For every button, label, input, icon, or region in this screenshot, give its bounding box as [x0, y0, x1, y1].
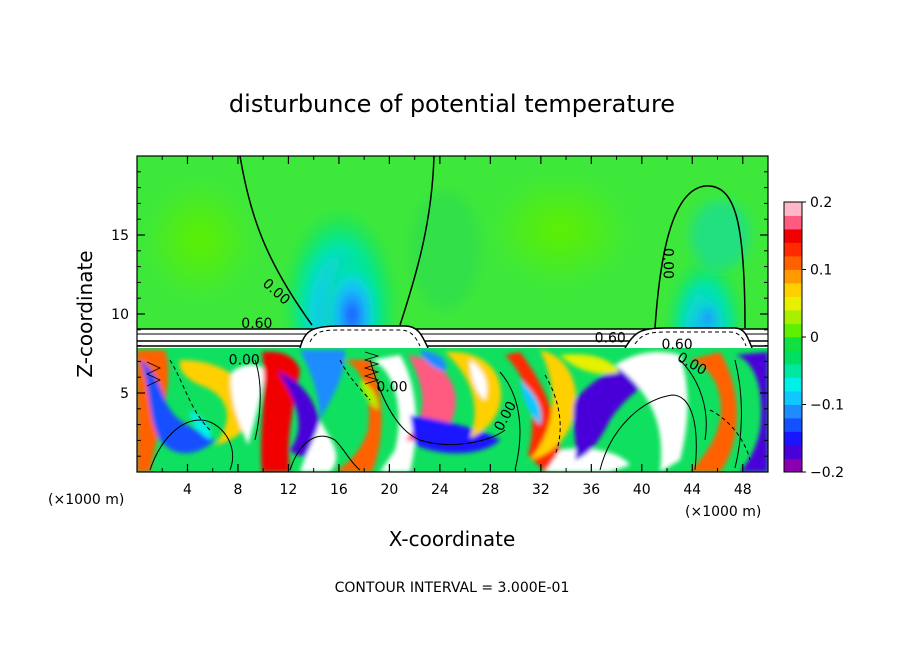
y-tick-label: 15: [111, 228, 129, 244]
contour-interval: CONTOUR INTERVAL = 3.000E-01: [335, 580, 570, 596]
colorbar-swatch: [784, 377, 802, 392]
x-tick-label: 48: [734, 482, 752, 498]
contour-label: 0.00: [376, 379, 407, 395]
colorbar-swatch: [784, 269, 802, 284]
y-tick-label: 5: [120, 386, 129, 402]
x-tick-label: 8: [233, 482, 242, 498]
colorbar-tick-label: −0.1: [810, 398, 844, 414]
colorbar-swatch: [784, 283, 802, 297]
colorbar-swatch: [784, 256, 802, 270]
colorbar-swatch: [784, 202, 802, 216]
x-tick-label: 16: [330, 482, 348, 498]
x-axis: 4 8 12 16 20 24 28 32 36 40 44 48: [161, 156, 752, 498]
colorbar-swatch: [784, 431, 802, 446]
y-tick-label: 10: [111, 307, 129, 323]
colorbar-swatch: [784, 296, 802, 311]
x-tick-label: 12: [280, 482, 298, 498]
x-tick-label: 36: [582, 482, 600, 498]
contour-label: 0.00: [229, 353, 260, 369]
colorbar-swatch: [784, 229, 802, 243]
z-axis-unit: (×1000 m): [685, 504, 761, 520]
inversion-band: [137, 325, 768, 349]
colorbar-swatch: [784, 337, 802, 351]
x-tick-label: 32: [532, 482, 550, 498]
colorbar-swatch: [784, 242, 802, 257]
colorbar-swatch: [784, 418, 802, 432]
x-tick-label: 20: [380, 482, 398, 498]
upper-layer-field: [137, 156, 768, 330]
lower-layer-field: [137, 348, 768, 472]
contour-label: 0.00: [659, 248, 675, 279]
contour-label: 0.60: [241, 316, 272, 332]
colorbar-tick-label: 0.2: [810, 195, 832, 211]
x-axis-unit: (×1000 m): [48, 492, 124, 508]
colorbar: 0.2 0.1 0 −0.1 −0.2: [783, 195, 844, 481]
colorbar-swatch: [784, 215, 802, 230]
x-tick-label: 40: [633, 482, 651, 498]
plot-area: 0.000.000.600.000.000.60 0.600.000.00: [137, 156, 768, 472]
x-tick-label: 44: [683, 482, 701, 498]
colorbar-tick-label: 0.1: [810, 263, 832, 279]
chart-title: disturbunce of potential temperature: [229, 90, 675, 118]
y-axis: 5 10 15: [111, 171, 768, 457]
colorbar-swatch: [784, 445, 802, 459]
x-axis-label: X-coordinate: [389, 527, 516, 551]
x-tick-label: 24: [431, 482, 449, 498]
colorbar-swatch: [784, 391, 802, 405]
x-tick-label: 28: [481, 482, 499, 498]
colorbar-swatch: [784, 310, 802, 324]
colorbar-tick-label: 0: [810, 330, 819, 346]
colorbar-swatch: [784, 323, 802, 338]
colorbar-swatch: [784, 458, 802, 473]
colorbar-swatch: [784, 404, 802, 419]
colorbar-swatch: [784, 350, 802, 365]
contour-label: 0.60: [595, 330, 626, 346]
x-tick-label: 4: [183, 482, 192, 498]
y-axis-label: Z-coordinate: [73, 250, 97, 377]
colorbar-tick-label: −0.2: [810, 465, 844, 481]
contour-label: 0.60: [662, 337, 693, 353]
colorbar-swatch: [784, 364, 802, 378]
